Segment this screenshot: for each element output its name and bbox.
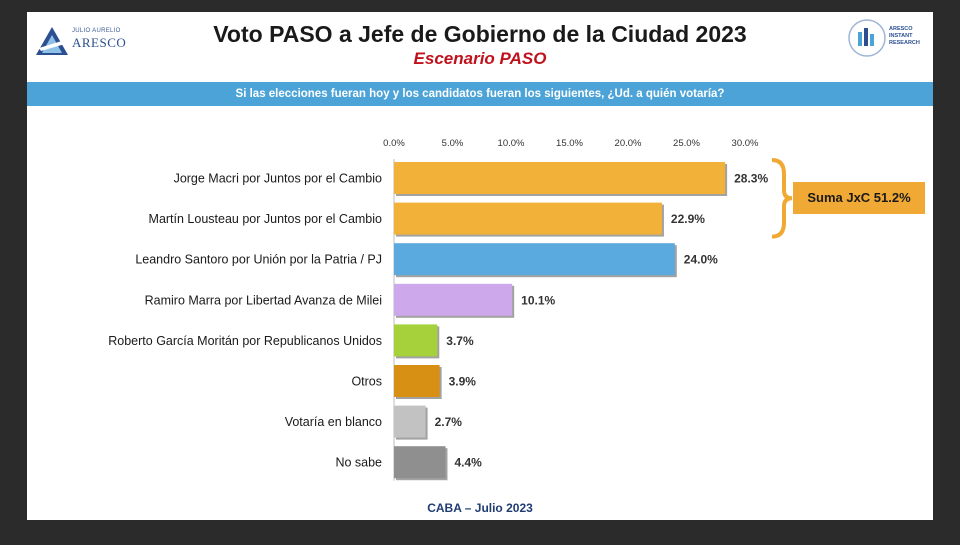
chart-title: Voto PASO a Jefe de Gobierno de la Ciuda… <box>213 21 747 47</box>
chart-subtitle: Escenario PASO <box>413 49 547 68</box>
x-tick-label: 25.0% <box>673 138 700 149</box>
jxc-brace <box>771 158 793 239</box>
data-label: 4.4% <box>454 456 482 470</box>
data-label: 10.1% <box>521 293 555 307</box>
category-label: Martín Lousteau por Juntos por el Cambio <box>149 212 383 226</box>
logo-right-line: RESEARCH <box>889 40 920 46</box>
question-band: Si las elecciones fueran hoy y los candi… <box>27 82 933 106</box>
x-tick-label: 5.0% <box>442 138 464 149</box>
bar <box>394 446 446 479</box>
slide: JULIO AURELIO ARESCO Voto PASO a Jefe de… <box>27 12 933 520</box>
footer-text: CABA – Julio 2023 <box>427 501 533 515</box>
data-label: 24.0% <box>684 253 718 267</box>
category-label: Leandro Santoro por Unión por la Patria … <box>135 253 382 267</box>
x-tick-label: 30.0% <box>732 138 759 149</box>
logo-right-line: INSTANT <box>889 33 913 39</box>
bar <box>394 405 426 438</box>
category-label: Jorge Macri por Juntos por el Cambio <box>174 172 382 186</box>
logo-right-text: ARESCO INSTANT RESEARCH <box>889 26 920 47</box>
data-label: 28.3% <box>734 172 768 186</box>
bar <box>394 365 440 397</box>
logo-left-small-text: JULIO AURELIO <box>72 28 121 34</box>
bar-chart: 0.0% 5.0% 10.0% 15.0% 20.0% 25.0% 30.0% Jorge M… <box>108 138 793 481</box>
x-tick-label: 20.0% <box>615 138 642 149</box>
category-label: Votaría en blanco <box>285 415 382 429</box>
x-tick-label: 10.0% <box>498 138 525 149</box>
category-label: No sabe <box>335 456 382 470</box>
bar <box>394 162 726 194</box>
category-label: Roberto García Moritán por Republicanos … <box>108 334 382 348</box>
data-label: 2.7% <box>435 415 463 429</box>
aresco-logo: JULIO AURELIO ARESCO <box>35 24 127 58</box>
data-label: 3.7% <box>446 334 474 348</box>
aresco-triangle-icon <box>36 27 68 55</box>
data-label: 22.9% <box>671 212 705 226</box>
logo-left-name: ARESCO <box>72 35 127 50</box>
x-tick-label: 0.0% <box>383 138 405 149</box>
bar <box>394 283 513 316</box>
x-tick-label: 15.0% <box>556 138 583 149</box>
sum-jxc-label: Suma JxC 51.2% <box>793 182 925 214</box>
bar <box>394 202 662 235</box>
data-label: 3.9% <box>449 375 477 389</box>
category-label: Ramiro Marra por Libertad Avanza de Mile… <box>145 293 382 307</box>
bar <box>394 243 675 276</box>
category-label: Otros <box>351 375 382 389</box>
bar <box>394 324 438 357</box>
globe-icon <box>848 19 886 57</box>
logo-right-line: ARESCO <box>889 26 913 32</box>
aresco-research-logo: ARESCO INSTANT RESEARCH <box>847 18 927 60</box>
